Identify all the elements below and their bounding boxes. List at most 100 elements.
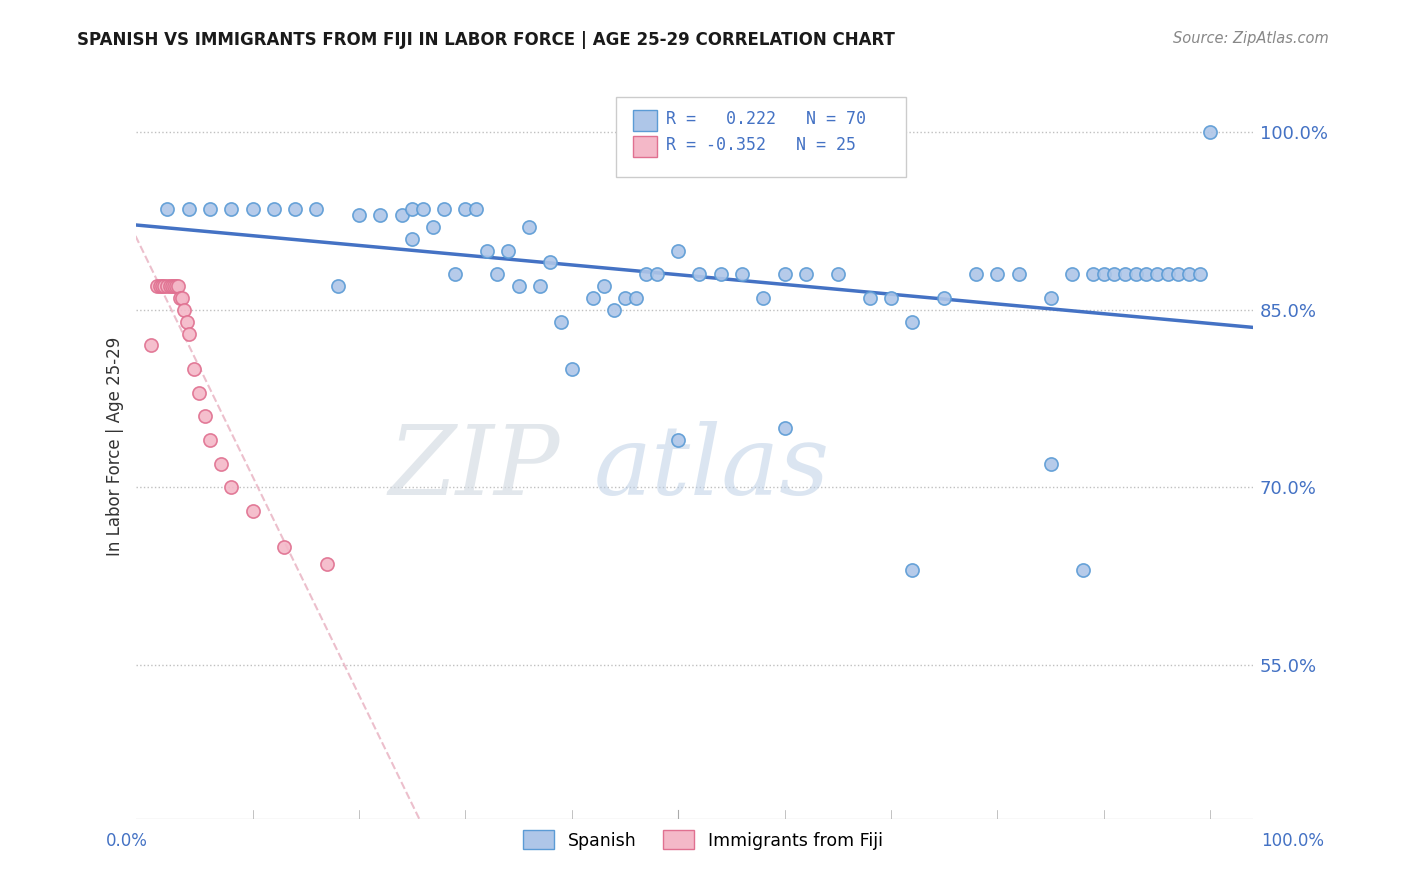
Point	[169, 291, 191, 305]
Point	[486, 268, 509, 282]
Point	[326, 279, 349, 293]
Point	[391, 208, 413, 222]
Point	[163, 279, 186, 293]
Text: Source: ZipAtlas.com: Source: ZipAtlas.com	[1173, 31, 1329, 46]
Point	[550, 315, 572, 329]
Point	[636, 268, 658, 282]
Point	[219, 202, 242, 216]
Point	[242, 202, 264, 216]
Point	[827, 268, 849, 282]
Point	[368, 208, 391, 222]
Point	[1039, 457, 1062, 471]
Point	[146, 279, 169, 293]
Point	[688, 268, 710, 282]
Point	[198, 433, 221, 447]
Point	[508, 279, 530, 293]
Point	[1188, 268, 1211, 282]
Text: R = -0.352   N = 25: R = -0.352 N = 25	[666, 136, 856, 154]
Point	[177, 202, 200, 216]
Point	[242, 504, 264, 518]
Point	[666, 244, 689, 258]
Point	[177, 326, 200, 341]
Point	[284, 202, 307, 216]
Point	[401, 232, 423, 246]
Point	[176, 315, 198, 329]
Point	[475, 244, 498, 258]
Point	[183, 362, 205, 376]
Point	[752, 291, 775, 305]
Point	[422, 219, 444, 234]
Text: atlas: atlas	[593, 421, 830, 516]
Point	[934, 291, 956, 305]
Point	[1199, 125, 1222, 139]
Point	[603, 302, 626, 317]
Point	[141, 338, 163, 352]
Point	[496, 244, 519, 258]
Point	[1039, 291, 1062, 305]
Point	[412, 202, 434, 216]
Point	[273, 540, 295, 554]
Point	[316, 558, 339, 572]
Point	[614, 291, 637, 305]
Point	[773, 421, 796, 435]
Point	[305, 202, 328, 216]
Point	[209, 457, 232, 471]
Point	[773, 268, 796, 282]
Point	[901, 563, 924, 577]
Point	[582, 291, 605, 305]
Point	[401, 202, 423, 216]
Text: SPANISH VS IMMIGRANTS FROM FIJI IN LABOR FORCE | AGE 25-29 CORRELATION CHART: SPANISH VS IMMIGRANTS FROM FIJI IN LABOR…	[77, 31, 896, 49]
Point	[986, 268, 1008, 282]
Y-axis label: In Labor Force | Age 25-29: In Labor Force | Age 25-29	[107, 336, 124, 556]
Point	[454, 202, 477, 216]
Point	[901, 315, 924, 329]
Point	[443, 268, 465, 282]
Point	[731, 268, 754, 282]
Point	[1167, 268, 1189, 282]
Point	[1146, 268, 1168, 282]
Point	[194, 409, 217, 424]
Point	[219, 480, 242, 494]
Text: 0.0%: 0.0%	[105, 831, 148, 849]
Point	[517, 219, 540, 234]
Point	[965, 268, 987, 282]
Point	[710, 268, 733, 282]
Point	[159, 279, 181, 293]
Point	[529, 279, 551, 293]
Point	[592, 279, 614, 293]
Point	[1156, 268, 1178, 282]
Point	[1104, 268, 1126, 282]
Point	[1060, 268, 1083, 282]
Point	[794, 268, 817, 282]
Point	[540, 255, 562, 269]
Text: ZIP: ZIP	[388, 421, 560, 516]
Point	[1125, 268, 1147, 282]
Bar	[633, 136, 657, 157]
Point	[1135, 268, 1157, 282]
Point	[859, 291, 882, 305]
Point	[347, 208, 370, 222]
Point	[1071, 563, 1094, 577]
Legend: Spanish, Immigrants from Fiji: Spanish, Immigrants from Fiji	[515, 822, 891, 858]
Point	[645, 268, 668, 282]
Point	[188, 385, 211, 400]
Point	[156, 279, 179, 293]
Text: R =   0.222   N = 70: R = 0.222 N = 70	[666, 111, 866, 128]
Point	[198, 202, 221, 216]
Point	[173, 302, 195, 317]
Point	[1083, 268, 1105, 282]
FancyBboxPatch shape	[616, 97, 907, 178]
Point	[165, 279, 187, 293]
Point	[167, 279, 190, 293]
Point	[666, 433, 689, 447]
Point	[561, 362, 583, 376]
Point	[150, 279, 173, 293]
Point	[1008, 268, 1031, 282]
Point	[1178, 268, 1201, 282]
Point	[1092, 268, 1115, 282]
Point	[465, 202, 488, 216]
Point	[160, 279, 183, 293]
Point	[1114, 268, 1136, 282]
Point	[153, 279, 176, 293]
Point	[263, 202, 285, 216]
